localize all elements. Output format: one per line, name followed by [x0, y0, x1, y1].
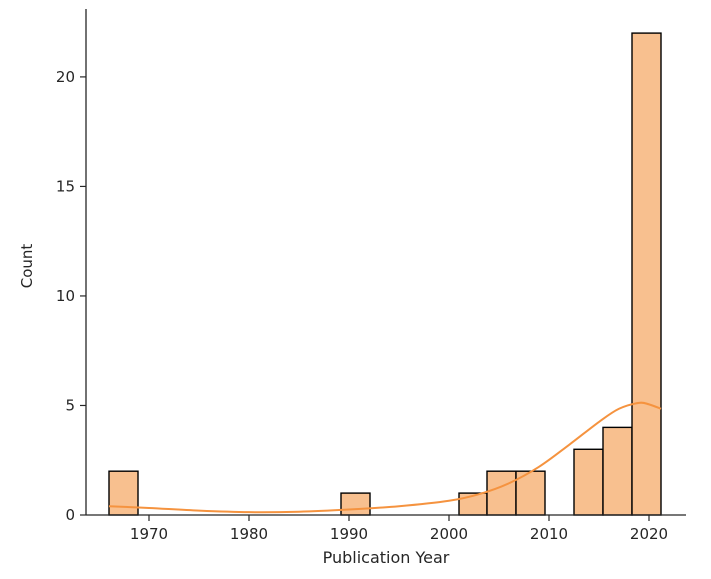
histogram-bar-6 — [573, 448, 604, 516]
y-axis-title: Count — [18, 244, 36, 289]
y-tick-label: 20 — [56, 68, 75, 86]
x-axis-title: Publication Year — [323, 548, 450, 567]
x-tick-label: 2010 — [530, 525, 568, 543]
x-ticks: 1970 1980 1990 2000 2010 2020 — [130, 515, 668, 543]
histogram-bar-8 — [631, 32, 662, 516]
x-tick-label: 2020 — [630, 525, 668, 543]
x-tick-label: 1980 — [230, 525, 268, 543]
x-tick-label: 2000 — [430, 525, 468, 543]
histogram-bar-1 — [108, 470, 139, 516]
x-tick-label: 1970 — [130, 525, 168, 543]
histogram-bar-7 — [602, 426, 633, 516]
y-tick-label: 10 — [56, 287, 75, 305]
x-tick-label: 1990 — [330, 525, 368, 543]
kde-curve — [108, 401, 662, 514]
axes: 1970 1980 1990 2000 2010 2020 0 5 10 15 20 — [56, 9, 686, 543]
histogram-bar-2 — [340, 492, 371, 516]
histogram-bar-4 — [486, 470, 517, 516]
y-tick-label: 15 — [56, 177, 75, 195]
y-ticks: 0 5 10 15 20 — [56, 68, 86, 524]
y-tick-label: 0 — [65, 506, 75, 524]
histogram-bars — [108, 32, 662, 516]
y-tick-label: 5 — [65, 396, 75, 414]
